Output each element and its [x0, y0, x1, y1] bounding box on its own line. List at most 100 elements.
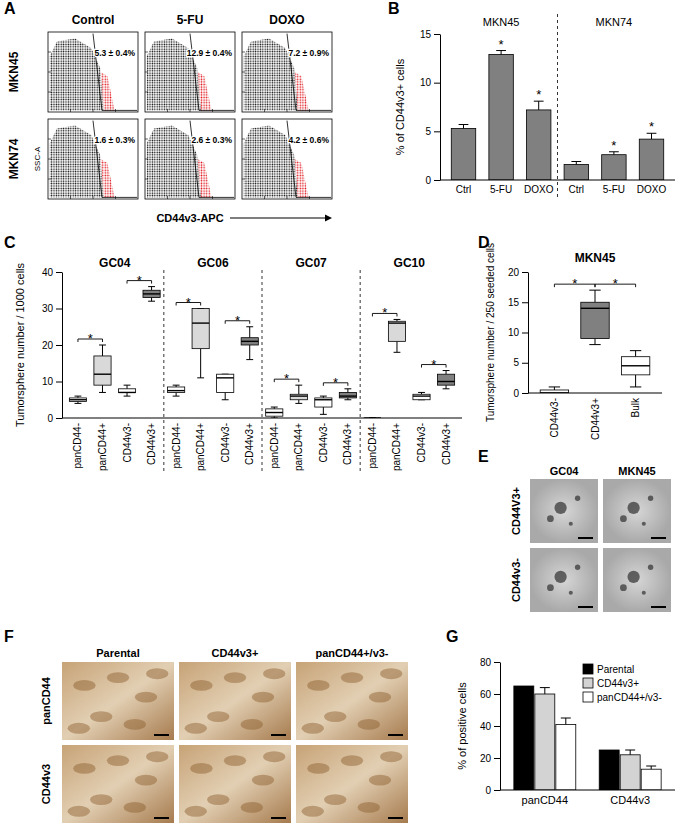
- whisker: [249, 345, 250, 360]
- y-axis-title: % of positive cells: [456, 682, 468, 770]
- frame-tick: [48, 72, 51, 73]
- x-tick-label: panCD44+: [195, 423, 206, 471]
- significance-marker: *: [649, 119, 654, 134]
- frame-tick: [145, 92, 148, 93]
- whisker: [635, 375, 636, 387]
- whisker-cap: [246, 326, 253, 327]
- box-body: [118, 389, 135, 393]
- whisker-cap: [99, 392, 106, 393]
- sphere: [547, 584, 554, 591]
- frame-tick: [48, 179, 51, 180]
- tick-label: 10: [42, 376, 54, 387]
- tissue: [190, 763, 212, 774]
- y-tick: 20: [508, 267, 528, 278]
- gate-percentage: 2.6 ± 0.3%: [191, 135, 232, 145]
- tick-mark: [522, 272, 528, 273]
- y-tick: 10: [42, 376, 62, 387]
- group-separator: [360, 270, 361, 473]
- box-body: [143, 290, 160, 297]
- image-background: [530, 548, 598, 612]
- median: [118, 392, 135, 393]
- column-title: 5-FU: [177, 13, 204, 27]
- whisker: [225, 392, 226, 399]
- x-tick-label: panCD44-: [72, 423, 83, 469]
- median: [621, 365, 649, 366]
- frame-tick: [242, 139, 245, 140]
- gate-percentage: 4.2 ± 0.6%: [288, 135, 329, 145]
- tick-label: 40: [480, 721, 492, 732]
- tissue: [90, 794, 112, 805]
- box: [388, 319, 405, 352]
- gate: [93, 34, 137, 111]
- whisker-cap: [418, 392, 425, 393]
- tissue: [307, 763, 329, 774]
- column-title: GC04: [550, 465, 580, 477]
- y-tick: 10: [420, 77, 440, 88]
- legend-swatch: [583, 678, 593, 688]
- x-tick-label: panCD44-: [171, 423, 182, 469]
- bar: [526, 110, 550, 180]
- column-title: panCD44+/v3-: [315, 647, 388, 659]
- gated-events: [101, 159, 115, 197]
- whisker-cap: [124, 385, 131, 386]
- tick-label: 60: [480, 689, 492, 700]
- row-title: CD44V3+: [510, 487, 522, 535]
- flow-plot: 1.6 ± 0.3%: [48, 119, 138, 199]
- whisker: [347, 389, 348, 393]
- y-axis: 051015: [420, 29, 441, 186]
- x-axis-line: [440, 180, 675, 181]
- frame-tick: [145, 159, 148, 160]
- tick-mark: [522, 302, 528, 303]
- micrograph: [179, 662, 291, 740]
- scale-bar: [271, 734, 286, 736]
- tissue: [90, 711, 112, 722]
- sphere: [620, 515, 627, 522]
- scale-bar: [271, 817, 286, 819]
- tissue: [324, 794, 346, 805]
- group-label: GC10: [394, 256, 426, 270]
- tissue: [324, 711, 346, 722]
- frame-tick: [242, 92, 245, 93]
- image-background: [603, 548, 671, 612]
- significance-marker: *: [536, 87, 541, 102]
- axis-line: [440, 35, 441, 181]
- box-body: [266, 409, 283, 416]
- significance-marker: *: [611, 138, 616, 153]
- whisker: [176, 392, 177, 396]
- tick-label: 10: [508, 327, 520, 338]
- tick-mark: [522, 363, 528, 364]
- axis-arrow: [230, 217, 326, 218]
- median: [388, 322, 405, 323]
- error-bar: [565, 718, 566, 724]
- tissue: [190, 680, 212, 691]
- box: [621, 351, 649, 387]
- axis-line: [62, 273, 63, 419]
- column-title: DOXO: [269, 13, 304, 27]
- image-background: [603, 479, 671, 543]
- axis-arrowhead: [325, 215, 332, 222]
- tissue: [146, 751, 168, 762]
- whisker-cap: [246, 359, 253, 360]
- frame-tick: [264, 109, 265, 112]
- median: [413, 395, 430, 396]
- whisker: [249, 327, 250, 338]
- whisker: [595, 290, 596, 302]
- whisker: [446, 371, 447, 375]
- error-bar: [463, 125, 464, 129]
- whisker: [323, 407, 324, 414]
- tick-label: 20: [480, 753, 492, 764]
- bar-chart: 051015Ctrl*5-FU*DOXOCtrl*5-FU*DOXOMKN45M…: [420, 14, 675, 198]
- group-separator: [557, 14, 558, 198]
- scale-bar: [154, 817, 169, 819]
- significance-marker: *: [88, 331, 93, 346]
- gate-percentage: 5.3 ± 0.4%: [94, 48, 135, 58]
- micrograph: [530, 479, 598, 543]
- whisker-cap: [549, 386, 560, 387]
- error-cap: [459, 124, 469, 125]
- error-bar: [544, 688, 545, 694]
- sphere: [627, 571, 639, 583]
- error-cap: [571, 161, 581, 162]
- tick-mark: [494, 726, 500, 727]
- box: [437, 371, 454, 389]
- x-tick-label: CD44v3-: [416, 423, 427, 462]
